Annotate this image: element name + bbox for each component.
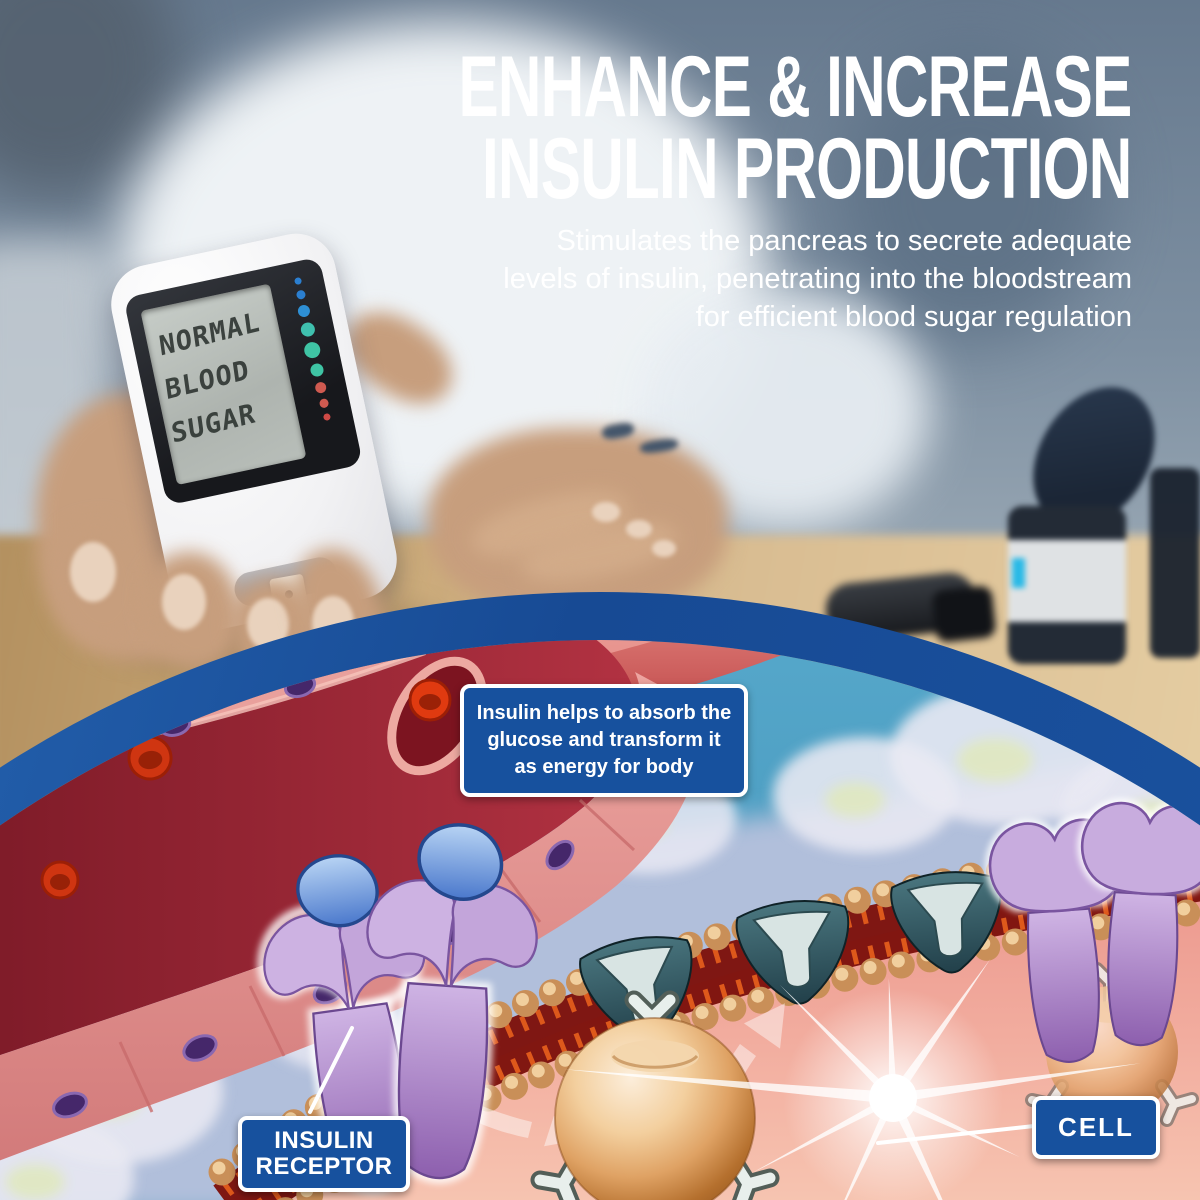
headline: ENHANCE & INCREASE INSULIN PRODUCTION bbox=[170, 39, 1133, 217]
indicator-dot bbox=[308, 362, 325, 378]
fingernail bbox=[70, 542, 116, 602]
indicator-dot bbox=[302, 340, 322, 360]
vial-label bbox=[1008, 540, 1126, 622]
fingernail bbox=[247, 598, 289, 650]
glucose-transporter bbox=[890, 871, 1002, 974]
callout-line: glucose and transform it bbox=[487, 729, 721, 751]
cell-label-text: CELL bbox=[1058, 1112, 1134, 1142]
insulin-receptors-unbound bbox=[985, 798, 1200, 1063]
indicator-dot bbox=[293, 276, 302, 286]
body-cell bbox=[773, 737, 957, 853]
insulin-molecule bbox=[417, 823, 504, 902]
headline-line-1: ENHANCE & INCREASE bbox=[458, 39, 1133, 135]
indicator-dot bbox=[313, 381, 327, 395]
cell-pointer-line bbox=[876, 1124, 1036, 1145]
callout-line: as energy for body bbox=[514, 756, 694, 778]
glucose-molecule bbox=[530, 990, 780, 1200]
insulin-receptor bbox=[1077, 798, 1200, 1047]
test-strip-vial bbox=[1002, 364, 1180, 668]
subtitle: Stimulates the pancreas to secrete adequ… bbox=[503, 222, 1132, 336]
subtitle-line: levels of insulin, penetrating into the … bbox=[503, 263, 1132, 295]
vessel-wall bbox=[0, 672, 700, 1168]
wall-shadow-right bbox=[835, 50, 1105, 340]
subtitle-line: for efficient blood sugar regulation bbox=[695, 301, 1132, 333]
meter-lcd: NORMAL BLOOD SUGAR bbox=[140, 283, 307, 486]
fingernail bbox=[592, 502, 620, 522]
fingernail bbox=[312, 596, 354, 650]
indicator-dot bbox=[295, 289, 306, 301]
glucose-transporter bbox=[735, 899, 850, 1005]
insulin-receptor-label-line: INSULIN bbox=[274, 1127, 374, 1154]
indicator-dot bbox=[318, 398, 329, 409]
energy-starburst bbox=[564, 958, 1141, 1200]
callout-line: Insulin helps to absorb the bbox=[476, 702, 732, 724]
indicator-dot bbox=[296, 303, 312, 319]
indicator-dot bbox=[322, 412, 331, 422]
fingernail bbox=[652, 540, 676, 557]
vial-label-mark bbox=[1012, 558, 1025, 588]
fingernail bbox=[626, 520, 652, 538]
indicator-dot bbox=[299, 321, 317, 338]
body-cell bbox=[0, 1116, 134, 1200]
insulin-molecule bbox=[296, 854, 379, 928]
second-vial bbox=[1150, 468, 1200, 658]
fingernail bbox=[162, 574, 206, 630]
insulin-receptor-label: INSULIN RECEPTOR bbox=[238, 1116, 410, 1192]
receptor-pointer-line bbox=[308, 1026, 354, 1114]
meter-screen-bezel: NORMAL BLOOD SUGAR bbox=[123, 256, 364, 506]
insulin-info-callout: Insulin helps to absorb the glucose and … bbox=[460, 684, 748, 797]
insulin-receptor-label-line: RECEPTOR bbox=[255, 1153, 393, 1180]
cell-label: CELL bbox=[1032, 1096, 1160, 1159]
insulin-receptor-bound bbox=[366, 823, 538, 1184]
lancet-device bbox=[823, 560, 997, 648]
headline-line-2: INSULIN PRODUCTION bbox=[482, 121, 1132, 217]
insulin-receptor bbox=[985, 815, 1128, 1063]
subtitle-line: Stimulates the pancreas to secrete adequ… bbox=[556, 225, 1132, 257]
